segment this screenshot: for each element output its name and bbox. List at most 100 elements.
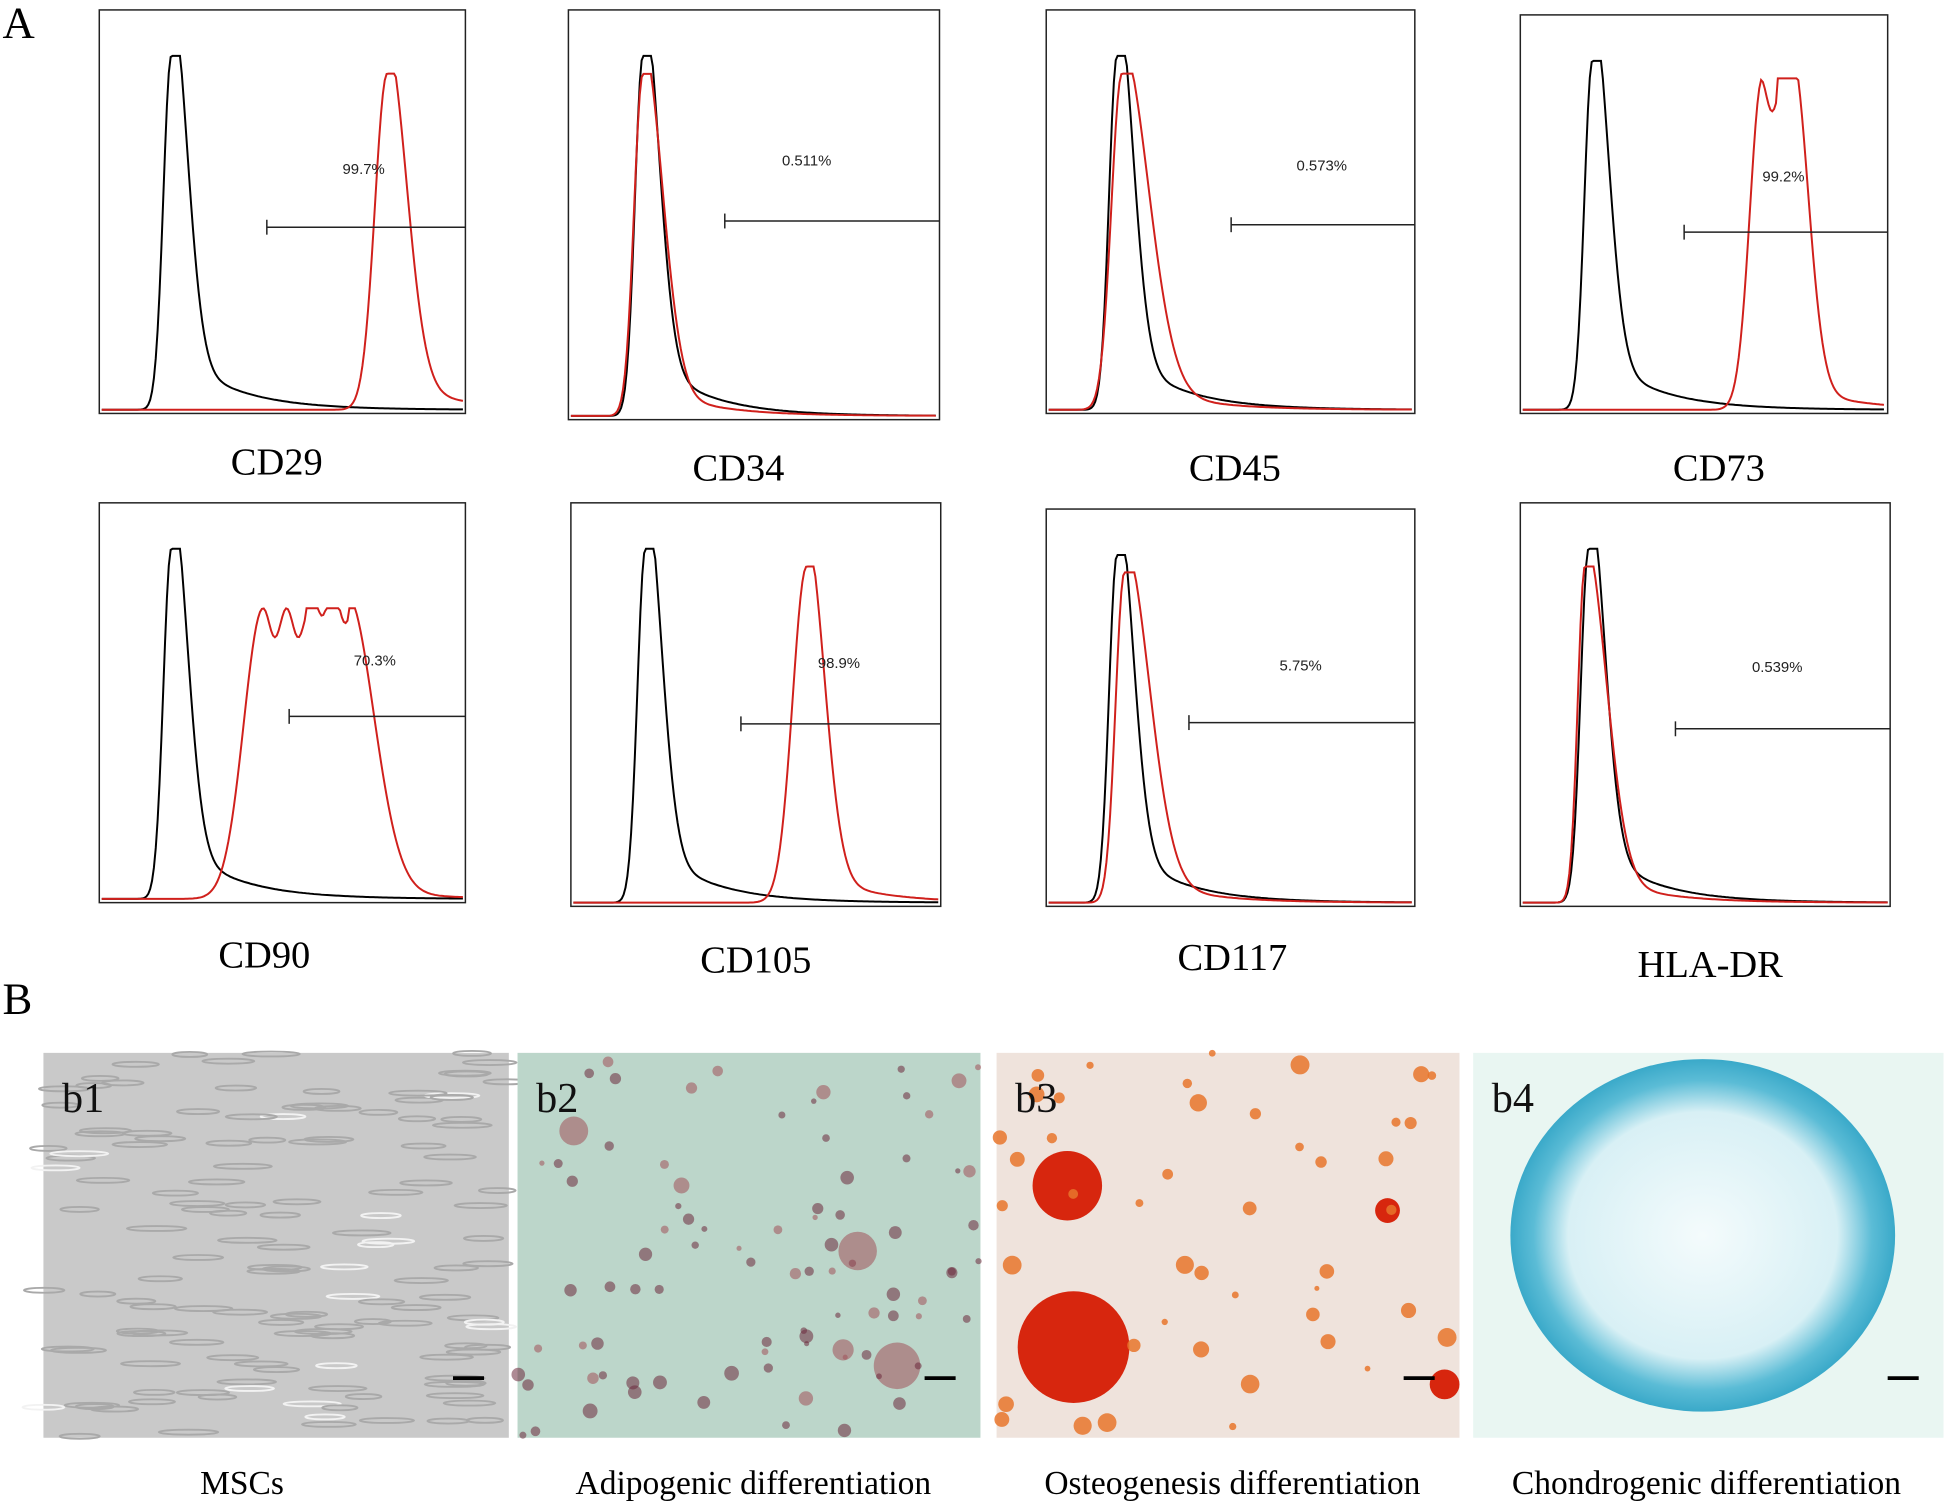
cell <box>390 1304 442 1312</box>
cell <box>224 1385 275 1392</box>
nodule <box>1161 1318 1168 1326</box>
gate-percent: 0.539% <box>1752 660 1802 676</box>
nodule <box>996 1200 1008 1212</box>
lipid <box>886 1287 901 1301</box>
nodule <box>1404 1116 1417 1130</box>
cell <box>246 1267 301 1275</box>
lipid <box>816 1084 831 1100</box>
cell <box>63 1401 121 1409</box>
nodule <box>1290 1055 1310 1075</box>
lipid <box>602 1056 614 1068</box>
isotype-curve <box>1522 59 1884 411</box>
lipid <box>968 1219 979 1231</box>
cell <box>429 1094 474 1101</box>
nodule <box>1175 1255 1194 1274</box>
gate-percent: 5.75% <box>1280 659 1322 675</box>
cell <box>461 1059 518 1066</box>
marker-curve <box>1048 72 1412 411</box>
cell <box>74 1130 127 1138</box>
nodule <box>1437 1327 1457 1347</box>
cell <box>360 1212 402 1219</box>
cell <box>205 1139 253 1147</box>
cell <box>393 1277 449 1284</box>
cell <box>331 1229 392 1237</box>
cell <box>37 1085 91 1093</box>
lipid <box>804 1266 814 1276</box>
gate-percent: 99.2% <box>1762 169 1804 185</box>
cell <box>151 1189 199 1197</box>
nodule <box>1364 1365 1371 1372</box>
cell <box>187 1178 246 1186</box>
nodule <box>1386 1204 1397 1216</box>
cell <box>258 1319 305 1326</box>
lipid <box>975 1064 982 1071</box>
cell <box>176 1108 221 1115</box>
nodule <box>1193 1341 1210 1358</box>
lipid <box>653 1375 667 1390</box>
lipid <box>832 1339 854 1361</box>
lipid <box>824 1237 839 1252</box>
lipid <box>530 1426 541 1437</box>
lipid <box>778 1111 786 1119</box>
cell <box>445 1379 487 1387</box>
gate-percent: 98.9% <box>818 656 860 672</box>
lipid <box>903 1092 911 1100</box>
lipid <box>522 1379 534 1391</box>
lipid <box>609 1072 622 1085</box>
lipid <box>587 1372 599 1384</box>
cell <box>127 1398 176 1406</box>
nodule <box>1427 1071 1437 1080</box>
cell <box>175 1389 231 1396</box>
lipid <box>598 1371 608 1380</box>
cell <box>465 1323 517 1331</box>
lipid <box>673 1177 690 1194</box>
nodule <box>1162 1168 1174 1180</box>
panel-label: A <box>2 0 34 48</box>
cell <box>22 1286 66 1294</box>
cell <box>462 1234 505 1242</box>
nodule <box>1009 1151 1025 1167</box>
lipid <box>861 1349 872 1360</box>
lipid <box>897 1065 905 1073</box>
cell <box>224 1113 278 1121</box>
marker-label: CD45 <box>1189 448 1281 490</box>
cell <box>217 1236 278 1244</box>
lipid <box>873 1342 921 1390</box>
calcium <box>1429 1369 1460 1400</box>
nodule <box>1314 1285 1320 1291</box>
cell <box>129 1303 177 1311</box>
nodule <box>1240 1374 1260 1394</box>
cell <box>314 1323 365 1331</box>
lipid <box>828 1267 836 1275</box>
cell <box>248 1136 287 1144</box>
lipid <box>888 1226 902 1240</box>
nodule <box>1242 1201 1257 1216</box>
cell <box>281 1103 327 1111</box>
image-caption: MSCs <box>200 1465 284 1502</box>
cell <box>256 1243 311 1251</box>
nodule <box>1306 1307 1320 1322</box>
cell <box>171 1051 209 1058</box>
cell <box>134 1135 187 1143</box>
cell <box>303 1135 355 1143</box>
lipid <box>951 1073 967 1089</box>
cell <box>233 1360 289 1368</box>
cell <box>115 1327 160 1335</box>
gate-percent: 0.573% <box>1297 158 1347 174</box>
marker-curve <box>1048 571 1412 904</box>
micrograph <box>21 1049 530 1440</box>
lipid <box>712 1065 724 1077</box>
cell <box>445 1348 502 1356</box>
cell <box>272 1198 322 1206</box>
nodule <box>1073 1416 1092 1435</box>
cell <box>30 1164 81 1172</box>
isotype-curve <box>101 54 463 411</box>
isotype-curve <box>1048 553 1412 904</box>
lipid <box>604 1141 614 1151</box>
marker-curve <box>570 72 936 417</box>
lipid <box>946 1267 958 1279</box>
lipid <box>582 1403 598 1419</box>
cell <box>172 1254 225 1261</box>
lipid <box>924 1110 934 1119</box>
